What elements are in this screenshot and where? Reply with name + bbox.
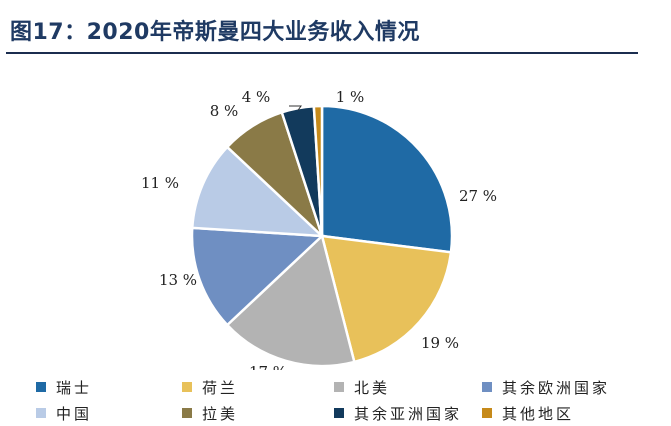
legend-item-0: 瑞士 <box>36 376 92 398</box>
slice-labels: 27 % 19 % 17 % 13 % 11 % 8 %4 % 1 % <box>141 88 497 370</box>
legend-item-5: 拉美 <box>182 402 238 424</box>
legend-label: 其余亚洲国家 <box>354 404 463 423</box>
legend-swatch <box>36 408 46 418</box>
legend-item-7: 其他地区 <box>482 402 574 424</box>
pie-slice-3 <box>190 226 325 327</box>
legend-label: 拉美 <box>202 404 239 423</box>
slice-label-3: 13 % <box>159 271 197 289</box>
leader-lines <box>289 105 302 111</box>
legend-item-3: 其余欧洲国家 <box>482 376 610 398</box>
legend-label: 中国 <box>56 404 93 423</box>
slice-label-4: 11 % <box>141 174 179 192</box>
legend-swatch <box>482 408 492 418</box>
chart-title: 图17：2020年帝斯曼四大业务收入情况 <box>10 20 420 45</box>
legend-swatch <box>182 408 192 418</box>
legend-item-4: 中国 <box>36 402 92 424</box>
pie-slice-2 <box>225 233 356 368</box>
legend-swatch <box>482 382 492 392</box>
slice-label-5: 8 % <box>210 102 239 120</box>
legend-label: 荷兰 <box>202 378 239 397</box>
slice-label-2: 17 % <box>249 363 287 370</box>
pie-slice-0 <box>320 104 454 254</box>
pie-slices <box>190 104 454 368</box>
slice-label-0: 27 % <box>459 187 497 205</box>
legend-label: 其余欧洲国家 <box>502 378 611 397</box>
legend-label: 瑞士 <box>56 378 93 397</box>
leader-line-6 <box>289 105 302 111</box>
pie-slice-7 <box>312 104 324 237</box>
legend-item-1: 荷兰 <box>182 376 238 398</box>
slice-label-6: 4 % <box>242 88 271 106</box>
legend-label: 其他地区 <box>502 404 575 423</box>
pie-chart: 27 % 19 % 17 % 13 % 11 % 8 %4 % 1 % <box>141 88 497 370</box>
legend-label: 北美 <box>354 378 391 397</box>
slice-label-1: 19 % <box>421 334 459 352</box>
legend-item-2: 北美 <box>334 376 390 398</box>
legend-swatch <box>334 382 344 392</box>
slice-label-7: 1 % <box>336 88 365 106</box>
legend-swatch <box>334 408 344 418</box>
legend-item-6: 其余亚洲国家 <box>334 402 462 424</box>
pie-slice-4 <box>190 145 326 238</box>
title-divider <box>6 52 638 54</box>
legend-swatch <box>182 382 192 392</box>
pie-slice-1 <box>320 234 453 364</box>
legend-swatch <box>36 382 46 392</box>
